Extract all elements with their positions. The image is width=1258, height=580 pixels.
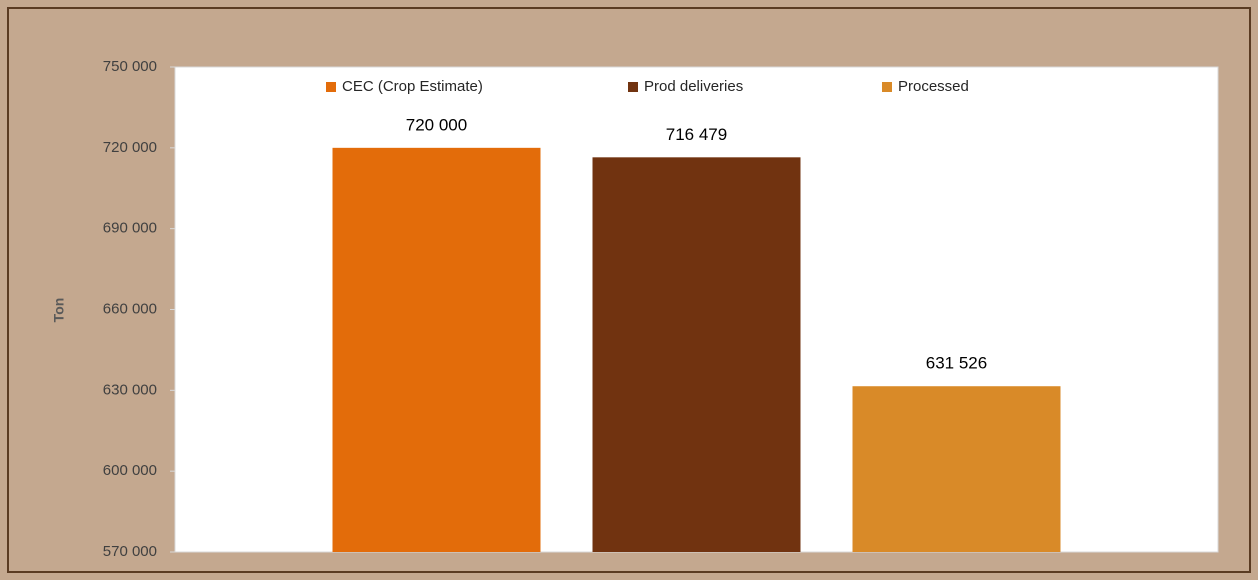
data-label: 720 000 bbox=[406, 115, 467, 134]
legend-swatch bbox=[326, 82, 336, 92]
bar bbox=[592, 157, 801, 552]
y-tick-label: 690 000 bbox=[103, 220, 157, 237]
y-tick-label: 630 000 bbox=[103, 381, 157, 398]
y-axis-label: Ton bbox=[51, 298, 67, 323]
y-tick-label: 720 000 bbox=[103, 139, 157, 156]
legend-label: CEC (Crop Estimate) bbox=[342, 78, 483, 95]
bar bbox=[332, 147, 541, 553]
y-tick-label: 600 000 bbox=[103, 462, 157, 479]
legend-label: Processed bbox=[898, 78, 969, 95]
legend-swatch bbox=[882, 82, 892, 92]
legend-label: Prod deliveries bbox=[644, 78, 743, 95]
bar bbox=[852, 386, 1061, 552]
y-tick-label: 750 000 bbox=[103, 58, 157, 75]
data-label: 631 526 bbox=[926, 354, 987, 373]
y-tick-label: 570 000 bbox=[103, 543, 157, 560]
y-tick-label: 660 000 bbox=[103, 300, 157, 317]
data-label: 716 479 bbox=[666, 125, 727, 144]
legend-swatch bbox=[628, 82, 638, 92]
